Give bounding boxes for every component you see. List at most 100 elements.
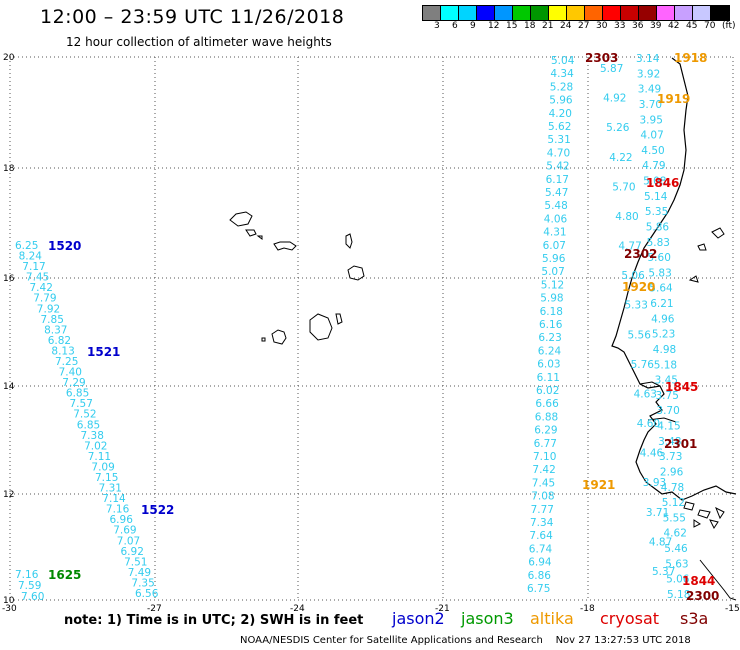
sierra-leone-coast bbox=[699, 559, 737, 601]
wave-height-value: 5.06 bbox=[621, 270, 645, 282]
colorbar-label: 27 bbox=[578, 21, 590, 31]
wave-height-value: 3.14 bbox=[636, 53, 660, 65]
wave-height-value: 3.95 bbox=[640, 114, 663, 126]
wave-height-value: 8.13 bbox=[51, 346, 74, 358]
colorbar-swatch bbox=[711, 6, 729, 20]
wave-height-value: 5.14 bbox=[644, 191, 668, 203]
pass-time-label: 1625 bbox=[48, 568, 81, 582]
wave-height-value: 5.63 bbox=[665, 558, 688, 570]
wave-height-value: 7.45 bbox=[26, 272, 49, 284]
island-sal bbox=[345, 233, 353, 249]
wave-height-value: 5.86 bbox=[646, 222, 670, 234]
wave-height-value: 4.62 bbox=[664, 528, 687, 540]
pass-time-label: 1844 bbox=[682, 574, 715, 588]
wave-height-value: 5.96 bbox=[549, 95, 573, 107]
wave-height-value: 5.83 bbox=[647, 237, 670, 249]
wave-height-value: 6.85 bbox=[66, 388, 89, 400]
wave-height-value: 7.77 bbox=[531, 504, 554, 516]
wave-height-value: 4.31 bbox=[543, 227, 566, 239]
wave-height-value: 5.28 bbox=[550, 81, 573, 93]
wave-height-value: 7.51 bbox=[124, 556, 147, 568]
wave-height-value: 5.23 bbox=[652, 329, 675, 341]
wave-height-value: 4.79 bbox=[642, 160, 665, 172]
colorbar-swatch bbox=[477, 6, 495, 20]
longitude-label: -18 bbox=[580, 604, 595, 614]
wave-height-value: 5.26 bbox=[606, 122, 630, 134]
colorbar-label: 42 bbox=[668, 21, 680, 31]
wave-height-value: 6.94 bbox=[528, 557, 552, 569]
latitude-label: 16 bbox=[3, 274, 15, 284]
wave-height-value: 7.69 bbox=[113, 525, 136, 537]
legend-note: note: 1) Time is in UTC; 2) SWH is in fe… bbox=[64, 613, 364, 628]
wave-height-value: 3.71 bbox=[646, 507, 669, 519]
wave-height-value: 5.04 bbox=[551, 55, 575, 67]
wave-height-value: 4.22 bbox=[609, 152, 632, 164]
colorbar-swatch bbox=[495, 6, 513, 20]
colorbar-label: 36 bbox=[632, 21, 644, 31]
wave-height-value: 4.20 bbox=[549, 108, 572, 120]
wave-height-value: 4.98 bbox=[653, 344, 676, 356]
wave-height-value: 7.34 bbox=[530, 517, 554, 529]
pass-time-label: 1845 bbox=[665, 380, 698, 394]
wave-height-value: 3.45 bbox=[655, 375, 678, 387]
colorbar-swatch bbox=[549, 6, 567, 20]
wave-height-value: 7.45 bbox=[532, 477, 555, 489]
island-fogo bbox=[271, 329, 287, 345]
mission-jason2: jason2 bbox=[392, 609, 445, 628]
wave-height-value: 6.56 bbox=[135, 588, 159, 600]
wave-height-value: 7.10 bbox=[533, 451, 556, 463]
colorbar-swatch bbox=[441, 6, 459, 20]
coastline bbox=[229, 57, 737, 601]
wave-height-value: 6.85 bbox=[77, 419, 100, 431]
wave-height-value: 6.74 bbox=[529, 543, 553, 555]
colorbar-label: 9 bbox=[470, 21, 476, 31]
wave-height-value: 5.98 bbox=[540, 293, 563, 305]
footer-timestamp: Nov 27 13:27:53 UTC 2018 bbox=[555, 635, 691, 646]
longitude-label: -21 bbox=[435, 604, 450, 614]
wave-height-value: 5.08 bbox=[643, 176, 666, 188]
colorbar-swatch bbox=[693, 6, 711, 20]
wave-height-value: 7.16 bbox=[15, 569, 39, 581]
colorbar-label: 3 bbox=[434, 21, 440, 31]
wave-height-value: 4.63 bbox=[634, 389, 657, 401]
wave-height-value: 4.15 bbox=[657, 421, 680, 433]
wave-height-value: 6.92 bbox=[121, 546, 144, 558]
wave-height-value: 4.78 bbox=[661, 482, 684, 494]
colorbar-label: 33 bbox=[614, 21, 626, 31]
colorbar-label: 18 bbox=[524, 21, 536, 31]
wave-height-value: 3.48 bbox=[658, 436, 681, 448]
colorbar-label: 70 bbox=[704, 21, 716, 31]
wave-height-value: 7.07 bbox=[117, 535, 140, 547]
colorbar-label: 45 bbox=[686, 21, 698, 31]
pass-time-labels: 1520 1521 1522 1625 2303 1918 1919 1846 2302 1920… bbox=[48, 51, 719, 603]
wave-height-value: 5.83 bbox=[648, 267, 671, 279]
wave-height-value: 4.34 bbox=[550, 68, 574, 80]
wave-height-value: 5.07 bbox=[541, 266, 564, 278]
colorbar-swatch bbox=[585, 6, 603, 20]
wave-height-value: 7.14 bbox=[102, 493, 126, 505]
wave-height-value: 5.18 bbox=[654, 359, 677, 371]
wave-height-value: 6.96 bbox=[110, 514, 134, 526]
wave-height-value: 4.80 bbox=[615, 211, 638, 223]
wave-height-value: 4.77 bbox=[618, 241, 641, 253]
wave-height-value: 4.87 bbox=[649, 536, 672, 548]
wave-height-value: 5.46 bbox=[664, 543, 688, 555]
map-grid bbox=[9, 56, 734, 601]
wave-height-value: 6.21 bbox=[650, 298, 673, 310]
wave-height-value: 3.70 bbox=[639, 99, 662, 111]
wave-height-value: 3.93 bbox=[643, 477, 666, 489]
colorbar-swatch bbox=[657, 6, 675, 20]
wave-height-value: 5.64 bbox=[649, 283, 673, 295]
wave-height-value: 7.52 bbox=[73, 409, 96, 421]
wave-height-value: 5.62 bbox=[548, 121, 571, 133]
colorbar-swatch bbox=[459, 6, 477, 20]
wave-height-value: 5.56 bbox=[628, 329, 652, 341]
latitude-label: 20 bbox=[3, 53, 15, 63]
wave-height-value: 7.42 bbox=[532, 464, 555, 476]
island-sao-nicolau bbox=[273, 241, 297, 251]
latitude-label: 12 bbox=[3, 490, 14, 500]
wave-height-value: 7.35 bbox=[131, 578, 154, 590]
pass-time-label: 1846 bbox=[646, 176, 679, 190]
colorbar-swatch bbox=[639, 6, 657, 20]
